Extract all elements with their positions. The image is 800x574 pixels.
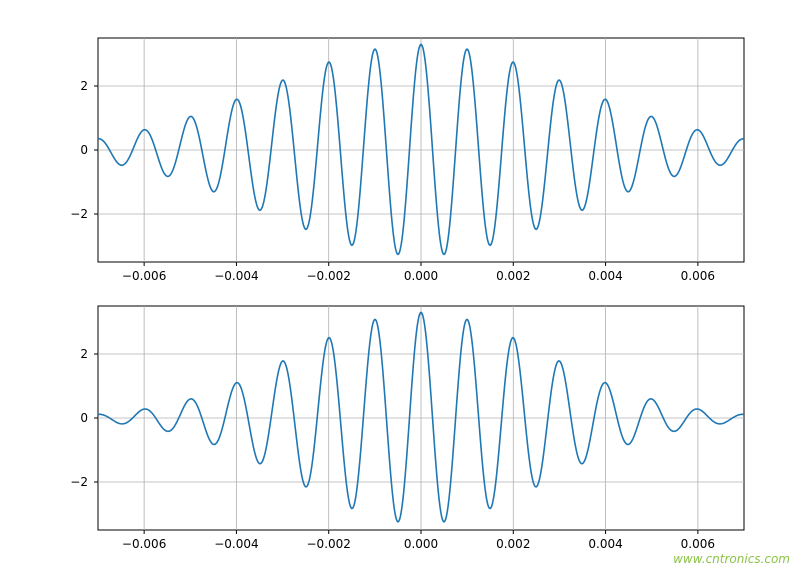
xtick-label: 0.002: [496, 269, 530, 283]
ytick-label: 0: [80, 411, 88, 425]
ytick-label: −2: [70, 475, 88, 489]
xtick-label: 0.004: [588, 269, 622, 283]
xtick-label: −0.006: [122, 537, 166, 551]
xtick-label: 0.000: [404, 269, 438, 283]
xtick-label: −0.004: [214, 537, 258, 551]
xtick-label: 0.006: [681, 269, 715, 283]
xtick-label: −0.006: [122, 269, 166, 283]
ytick-label: 2: [80, 347, 88, 361]
subplot-1: −0.006 −0.004 −0.002 0.000 0.002 0.004 0.006 −2…: [70, 306, 744, 551]
ytick-label: 0: [80, 143, 88, 157]
xtick-label: −0.002: [307, 537, 351, 551]
xtick-label: 0.000: [404, 537, 438, 551]
figure: −0.006 −0.004 −0.002 0.000 0.002 0.004 0.006 −2…: [0, 0, 800, 570]
xtick-label: −0.002: [307, 269, 351, 283]
xtick-label: 0.004: [588, 537, 622, 551]
subplot-0: −0.006 −0.004 −0.002 0.000 0.002 0.004 0.006 −2…: [70, 38, 744, 283]
credit-text: www.cntronics.com: [673, 552, 790, 566]
xtick-label: −0.004: [214, 269, 258, 283]
ytick-label: 2: [80, 79, 88, 93]
ytick-label: −2: [70, 207, 88, 221]
chart-svg: −0.006 −0.004 −0.002 0.000 0.002 0.004 0.006 −2…: [0, 0, 800, 570]
xtick-label: 0.002: [496, 537, 530, 551]
xtick-label: 0.006: [681, 537, 715, 551]
